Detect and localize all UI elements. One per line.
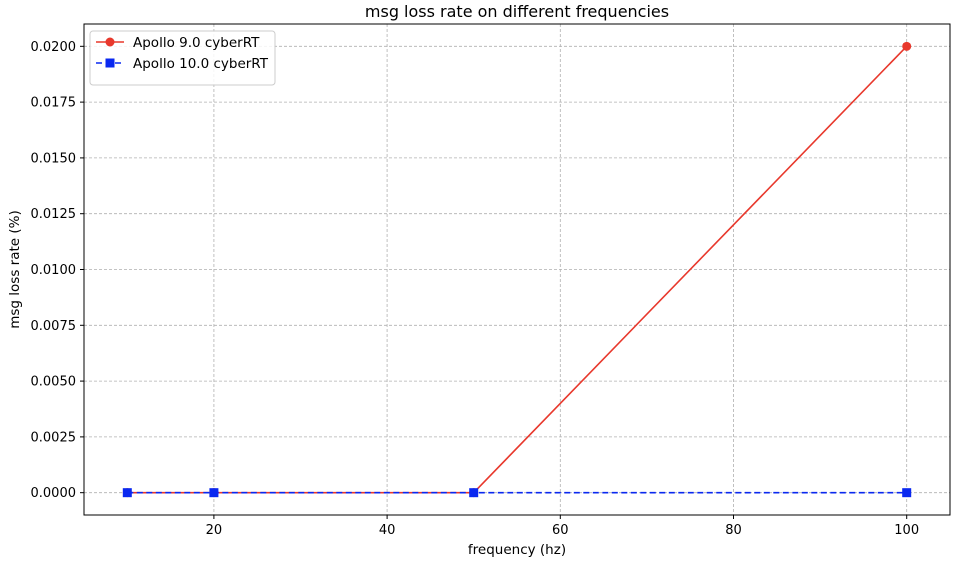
- legend-entry: Apollo 9.0 cyberRT: [96, 35, 260, 51]
- x-axis-label: frequency (hz): [468, 542, 566, 558]
- legend-entries: Apollo 9.0 cyberRT Apollo 10.0 cyberRT: [96, 35, 269, 72]
- data-point: [209, 488, 219, 498]
- series-layer: [122, 41, 912, 498]
- y-tick-label: 0.0200: [31, 40, 77, 55]
- y-tick-label: 0.0050: [31, 375, 77, 390]
- data-point: [122, 488, 132, 498]
- x-tick-label: 60: [552, 523, 569, 538]
- y-tick-label: 0.0075: [31, 319, 77, 334]
- y-axis-ticks: 0.0000 0.0025 0.0050 0.0075 0.0100 0.0125 0.01…: [31, 40, 84, 501]
- grid: [84, 24, 950, 515]
- x-axis-ticks: 20 40 60 80 100: [206, 515, 919, 538]
- data-point: [469, 488, 479, 498]
- legend-label: Apollo 9.0 cyberRT: [133, 35, 260, 51]
- y-axis-label: msg loss rate (%): [7, 210, 23, 329]
- y-tick-label: 0.0100: [31, 263, 77, 278]
- x-tick-label: 20: [206, 523, 223, 538]
- legend-box: [89, 30, 276, 86]
- y-tick-label: 0.0000: [31, 486, 77, 501]
- chart-title: msg loss rate on different frequencies: [365, 2, 669, 21]
- data-point: [902, 488, 912, 498]
- legend-entry: Apollo 10.0 cyberRT: [96, 56, 269, 72]
- y-tick-label: 0.0175: [31, 96, 77, 111]
- legend: Apollo 9.0 cyberRT Apollo 10.0 cyberRT: [89, 30, 276, 86]
- x-tick-label: 80: [725, 523, 742, 538]
- legend-label: Apollo 10.0 cyberRT: [133, 56, 269, 72]
- legend-marker: [105, 58, 115, 68]
- series-2: [122, 488, 912, 498]
- x-tick-label: 100: [894, 523, 919, 538]
- y-tick-label: 0.0025: [31, 430, 77, 445]
- y-tick-label: 0.0125: [31, 207, 77, 222]
- legend-marker: [105, 37, 115, 47]
- y-tick-label: 0.0150: [31, 151, 77, 166]
- x-tick-label: 40: [379, 523, 396, 538]
- data-point: [902, 41, 912, 51]
